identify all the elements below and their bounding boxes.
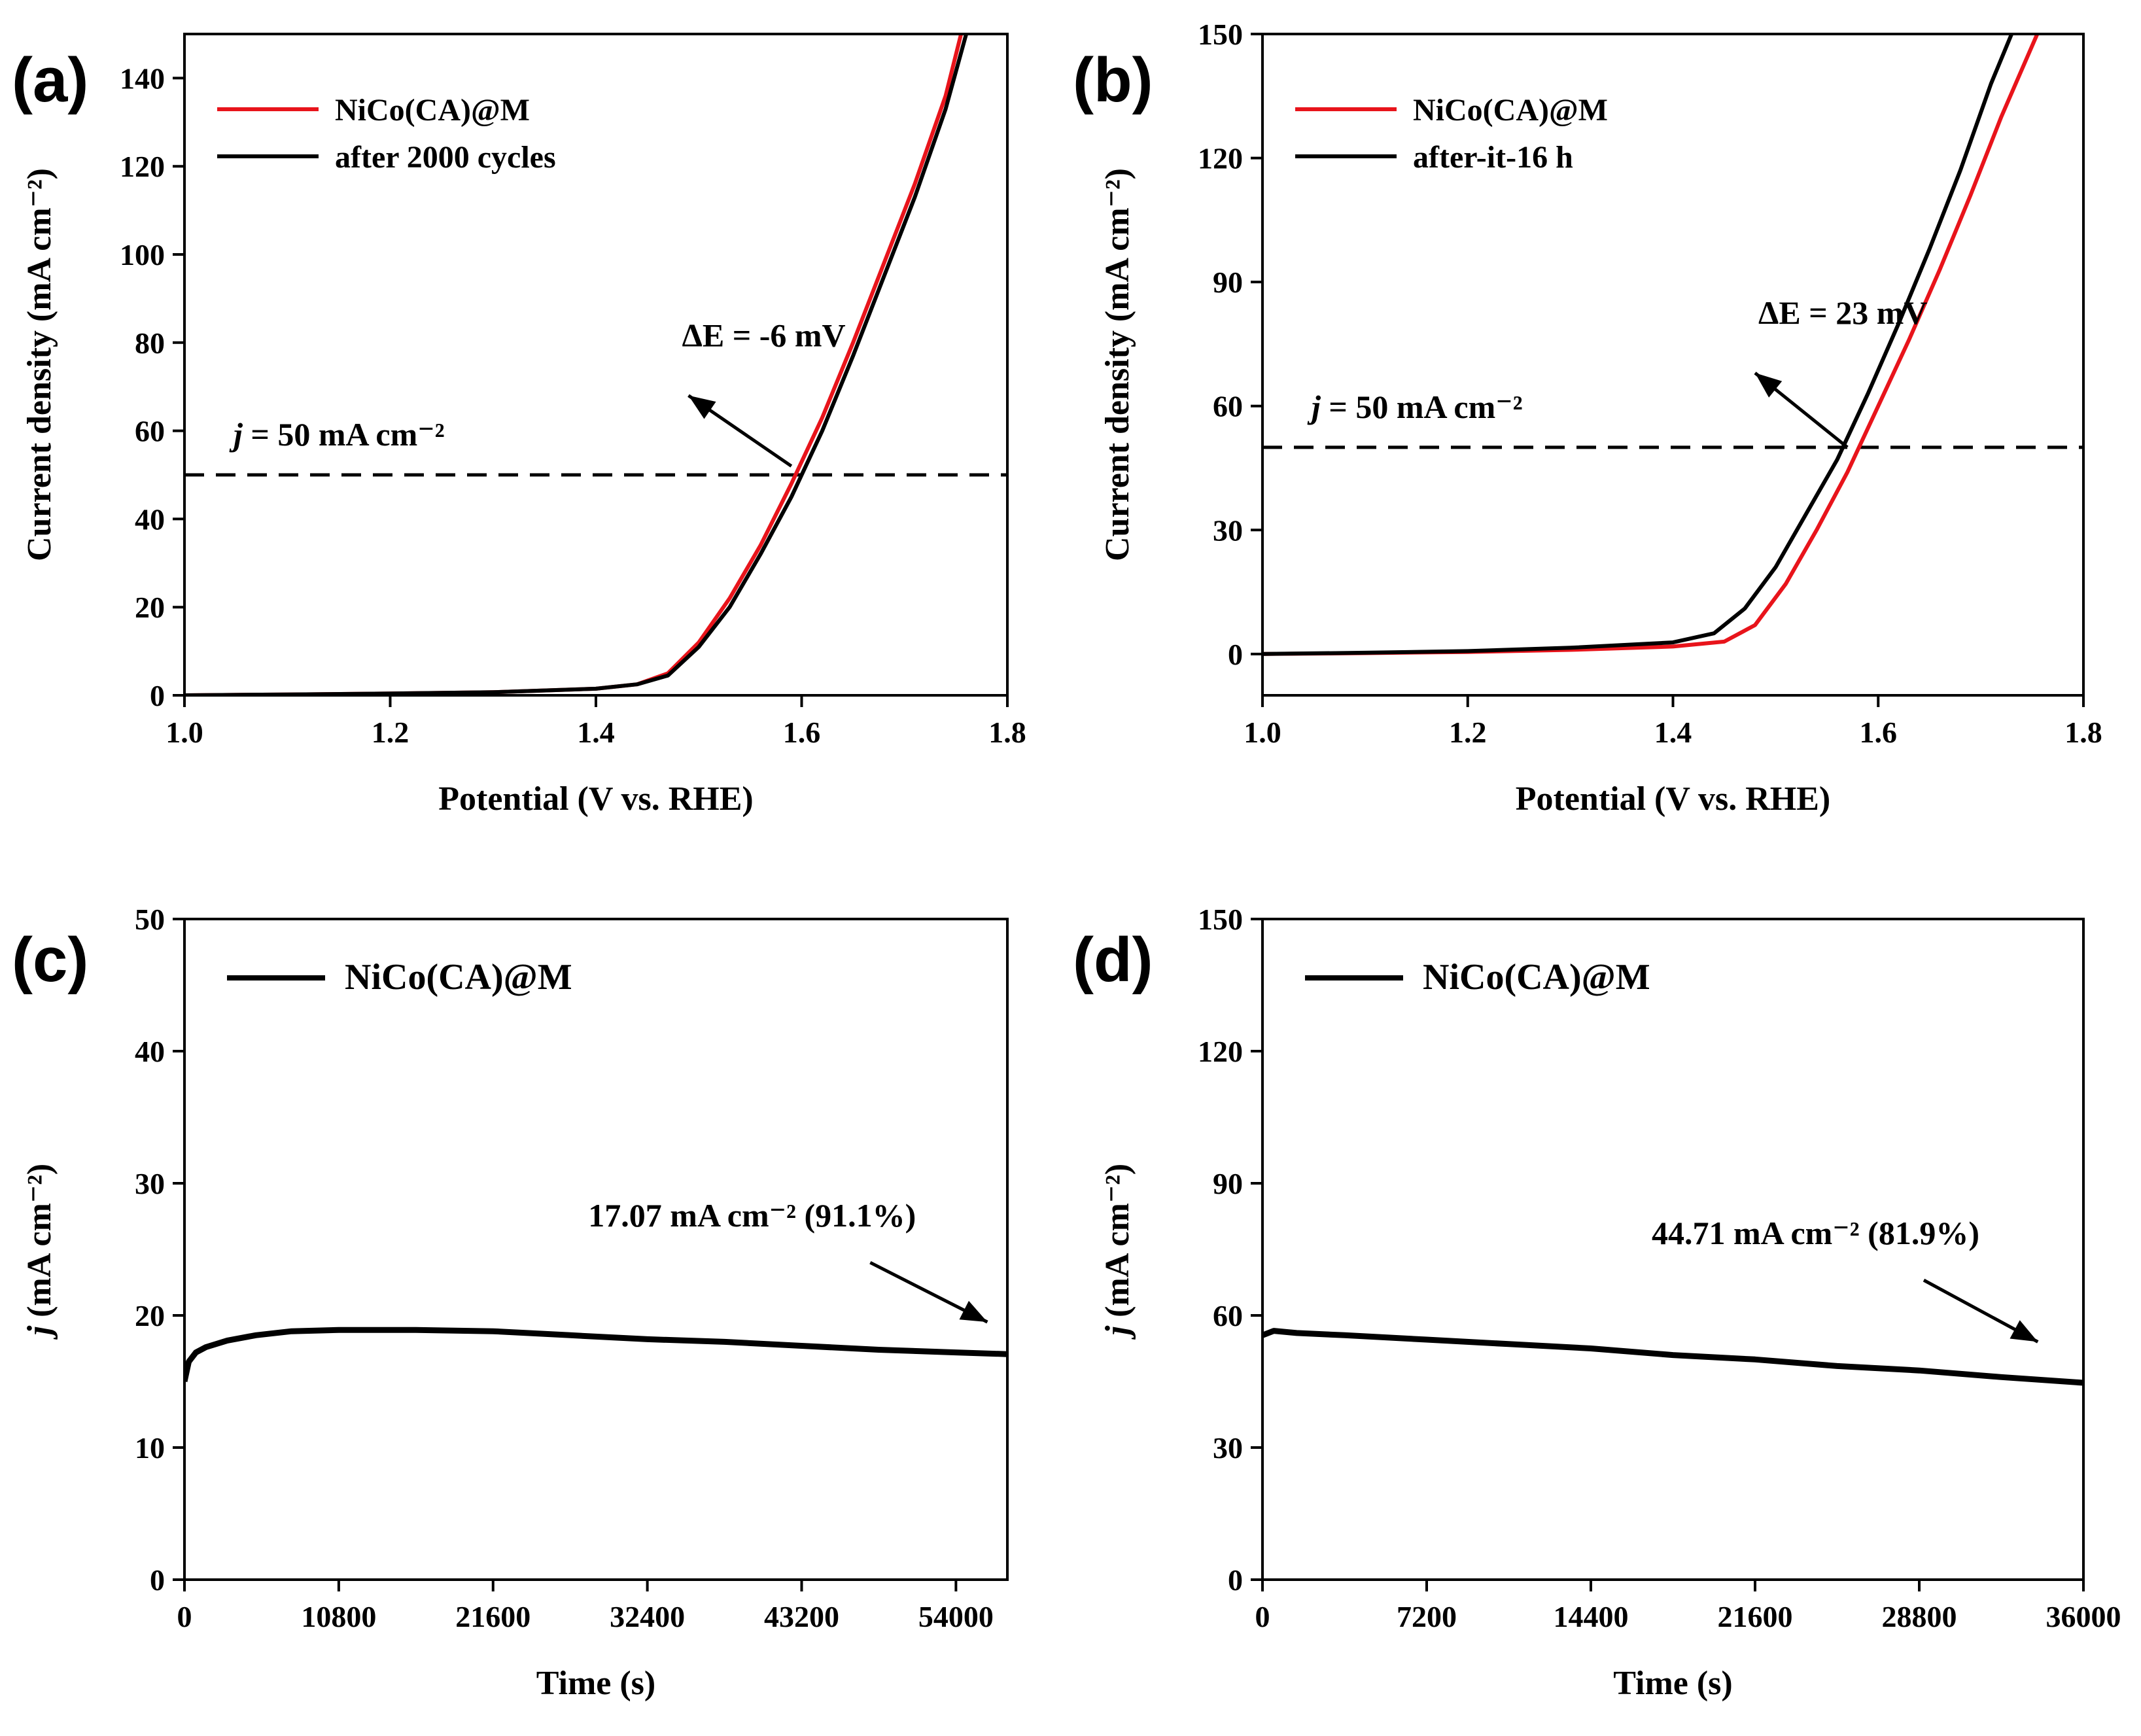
legend-label-0: NiCo(CA)@M [335, 93, 530, 128]
series-line-1 [184, 34, 968, 695]
x-axis-label: Potential (V vs. RHE) [1516, 780, 1830, 818]
x-tick-label: 1.0 [165, 716, 203, 749]
annotation-text: ΔE = -6 mV [682, 317, 846, 354]
plot-frame [183, 918, 1009, 1581]
x-tick-label: 36000 [2046, 1600, 2121, 1633]
y-tick-label: 0 [1228, 638, 1243, 671]
y-tick-label: 20 [135, 591, 165, 624]
y-tick-label: 30 [1213, 513, 1243, 547]
y-axis-label: j (mA cm⁻²) [21, 1164, 58, 1340]
x-tick-label: 14400 [1554, 1600, 1629, 1633]
x-tick-label: 1.2 [1449, 716, 1487, 749]
panel-letter: (d) [1073, 925, 1153, 995]
plot-frame [1261, 918, 2085, 1581]
x-tick-label: 43200 [764, 1600, 839, 1633]
x-tick-label: 28800 [1882, 1600, 1957, 1633]
y-tick-label: 0 [1228, 1563, 1243, 1597]
annotation-text: 17.07 mA cm⁻² (91.1%) [588, 1197, 916, 1234]
legend-label-0: NiCo(CA)@M [1413, 93, 1608, 128]
series-line-1 [1262, 34, 2013, 656]
y-axis-label: Current density (mA cm⁻²) [21, 168, 58, 561]
annotation-arrowhead [688, 395, 716, 419]
annotation-text: ΔE = 23 mV [1758, 294, 1927, 331]
x-tick-label: 1.0 [1244, 716, 1281, 749]
annotation-arrowhead [959, 1300, 988, 1323]
series-line-0 [1262, 1328, 2083, 1386]
x-tick-label: 0 [1255, 1600, 1270, 1633]
x-tick-label: 1.6 [1860, 716, 1898, 749]
x-tick-label: 7200 [1397, 1600, 1457, 1633]
y-tick-label: 120 [120, 150, 165, 183]
y-tick-label: 0 [150, 1563, 165, 1597]
legend-label-1: after-it-16 h [1413, 140, 1573, 175]
y-tick-label: 150 [1198, 18, 1243, 51]
annotation-text: 44.71 mA cm⁻² (81.9%) [1652, 1215, 1979, 1251]
reference-line-label: j = 50 mA cm⁻² [229, 416, 445, 453]
y-tick-label: 80 [135, 326, 165, 360]
y-axis-label: j (mA cm⁻²) [1099, 1164, 1136, 1340]
y-tick-label: 0 [150, 679, 165, 712]
annotation-arrowhead [1755, 373, 1783, 398]
x-tick-label: 1.4 [577, 716, 615, 749]
x-axis-label: Time (s) [1613, 1665, 1732, 1702]
x-tick-label: 32400 [610, 1600, 685, 1633]
x-tick-label: 1.2 [372, 716, 409, 749]
panel-b: (b) j = 50 mA cm⁻² 1.0 1.2 1.4 1.6 1.8 0 30 60 90 1… [1073, 18, 2102, 818]
x-tick-label: 0 [177, 1600, 192, 1633]
x-tick-label: 54000 [918, 1600, 994, 1633]
panel-letter: (a) [12, 45, 88, 115]
y-tick-label: 50 [135, 903, 165, 936]
y-tick-label: 60 [1213, 1299, 1243, 1332]
y-tick-label: 100 [120, 238, 165, 271]
y-tick-label: 30 [1213, 1431, 1243, 1465]
x-axis-label: Potential (V vs. RHE) [438, 780, 753, 818]
y-tick-label: 150 [1198, 903, 1243, 936]
x-tick-label: 21600 [1718, 1600, 1793, 1633]
reference-line-label: j = 50 mA cm⁻² [1307, 389, 1523, 425]
x-tick-label: 1.8 [988, 716, 1026, 749]
plot-frame [1261, 33, 2085, 697]
y-axis-label: Current density (mA cm⁻²) [1099, 168, 1136, 561]
y-tick-label: 60 [135, 415, 165, 448]
y-tick-label: 20 [135, 1299, 165, 1332]
y-tick-label: 40 [135, 502, 165, 536]
y-tick-label: 120 [1198, 1035, 1243, 1068]
panel-a: (a) j = 50 mA cm⁻² 1.0 1.2 1.4 1.6 1.8 0 20 40 60 8… [12, 33, 1026, 818]
panel-letter: (c) [12, 925, 88, 995]
x-tick-label: 1.4 [1654, 716, 1692, 749]
y-tick-label: 60 [1213, 390, 1243, 423]
annotation-arrowhead [2010, 1320, 2038, 1342]
x-tick-label: 1.6 [783, 716, 821, 749]
legend-label-0: NiCo(CA)@M [1423, 957, 1650, 998]
y-tick-label: 10 [135, 1431, 165, 1465]
y-tick-label: 140 [120, 61, 165, 95]
series-line-0 [1262, 34, 2040, 656]
series-line-0 [184, 34, 964, 695]
y-tick-label: 90 [1213, 266, 1243, 299]
legend-label-0: NiCo(CA)@M [345, 957, 572, 998]
x-tick-label: 1.8 [2064, 716, 2102, 749]
legend-label-1: after 2000 cycles [335, 140, 556, 175]
panel-d: (d) 0 7200 14400 21600 28800 36000 0 30 60 90 120 15… [1073, 903, 2121, 1702]
y-tick-label: 30 [135, 1167, 165, 1200]
series-line-0 [184, 1327, 1007, 1382]
x-tick-label: 21600 [455, 1600, 531, 1633]
y-tick-label: 40 [135, 1035, 165, 1068]
y-tick-label: 120 [1198, 142, 1243, 175]
x-tick-label: 10800 [301, 1600, 376, 1633]
x-axis-label: Time (s) [536, 1665, 655, 1702]
panel-c: (c) 0 10800 21600 32400 43200 54000 0 10 20 30 40 50… [12, 903, 1009, 1702]
panel-letter: (b) [1073, 45, 1153, 115]
plot-frame [183, 33, 1009, 697]
y-tick-label: 90 [1213, 1167, 1243, 1200]
